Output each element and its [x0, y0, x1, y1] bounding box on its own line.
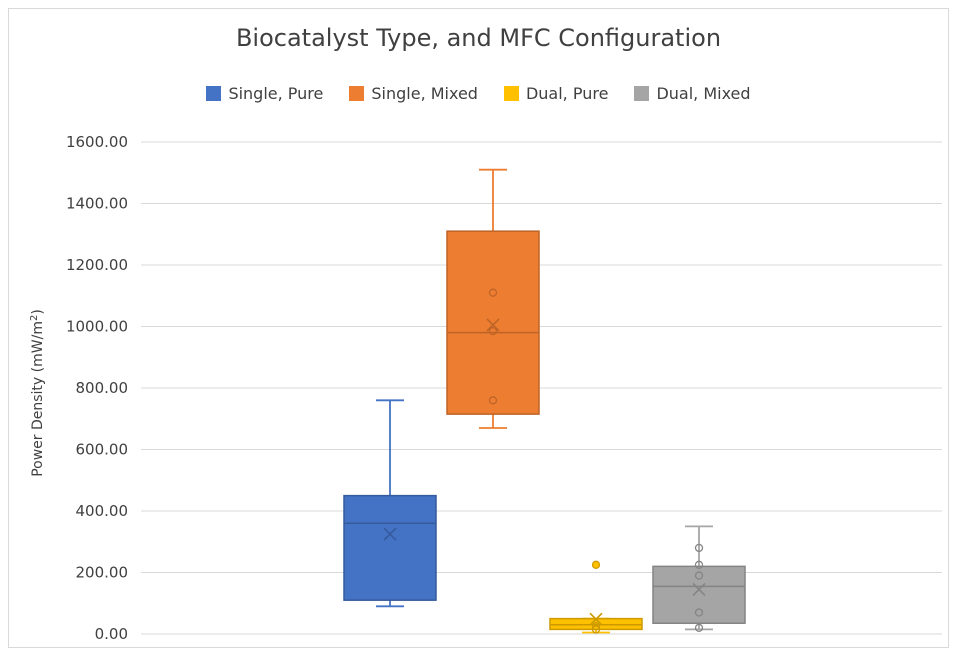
y-axis-title-end: )	[30, 309, 46, 314]
y-tick-label: 1000.00	[66, 318, 128, 336]
box-dual-mixed	[652, 525, 746, 632]
legend-item-single-mixed: Single, Mixed	[349, 84, 478, 103]
legend-swatch-dual-mixed	[634, 86, 650, 101]
legend-item-single-pure: Single, Pure	[206, 84, 323, 103]
box-dual-pure	[549, 560, 643, 634]
legend-label-single-mixed: Single, Mixed	[371, 84, 478, 103]
data-point	[488, 288, 498, 297]
y-axis-title-sup: 2	[29, 315, 40, 321]
mean-marker	[589, 612, 603, 626]
data-point	[694, 571, 704, 580]
chart-title: Biocatalyst Type, and MFC Configuration	[235, 24, 722, 52]
box-body	[652, 565, 746, 624]
box-single-mixed	[446, 168, 540, 429]
box-series	[343, 168, 746, 634]
y-tick-label: 400.00	[76, 502, 129, 520]
box-body	[446, 230, 540, 415]
legend-swatch-single-mixed	[349, 86, 365, 101]
y-tick-label: 1400.00	[66, 195, 128, 213]
y-tick-label: 600.00	[76, 441, 129, 459]
y-tick-label: 0.00	[95, 625, 128, 643]
data-point	[591, 622, 601, 631]
legend-label-dual-mixed: Dual, Mixed	[656, 84, 751, 103]
mean-marker	[692, 582, 706, 596]
data-point	[694, 543, 704, 553]
data-point	[488, 396, 498, 405]
legend-item-dual-mixed: Dual, Mixed	[634, 84, 751, 103]
legend-swatch-dual-pure	[503, 86, 519, 101]
data-point	[694, 560, 704, 569]
legend-label-dual-pure: Dual, Pure	[525, 84, 609, 103]
y-axis-title: Power Density (mW/m2)	[29, 309, 47, 477]
mean-marker	[383, 527, 397, 541]
y-tick-label: 200.00	[76, 564, 129, 582]
data-point	[488, 326, 498, 336]
y-tick-label: 800.00	[76, 379, 129, 397]
box-body	[343, 494, 437, 601]
data-point	[694, 623, 704, 632]
data-point	[694, 608, 704, 617]
y-axis-ticks: 0.00 200.00 400.00 600.00 800.00 1000.00 1200.…	[66, 133, 128, 643]
chart-legend: Single, Pure Single, Mixed Dual, Pure Du…	[0, 84, 957, 103]
legend-label-single-pure: Single, Pure	[228, 84, 324, 103]
y-axis-title-main: Power Density (mW/m	[30, 321, 46, 477]
box-single-pure	[343, 399, 437, 608]
mean-marker	[486, 318, 500, 332]
outlier-point	[591, 560, 601, 569]
legend-swatch-single-pure	[206, 86, 222, 101]
data-point	[591, 625, 601, 634]
y-tick-label: 1600.00	[66, 133, 128, 151]
gridlines	[141, 141, 942, 635]
legend-item-dual-pure: Dual, Pure	[503, 84, 609, 103]
y-tick-label: 1200.00	[66, 256, 128, 274]
